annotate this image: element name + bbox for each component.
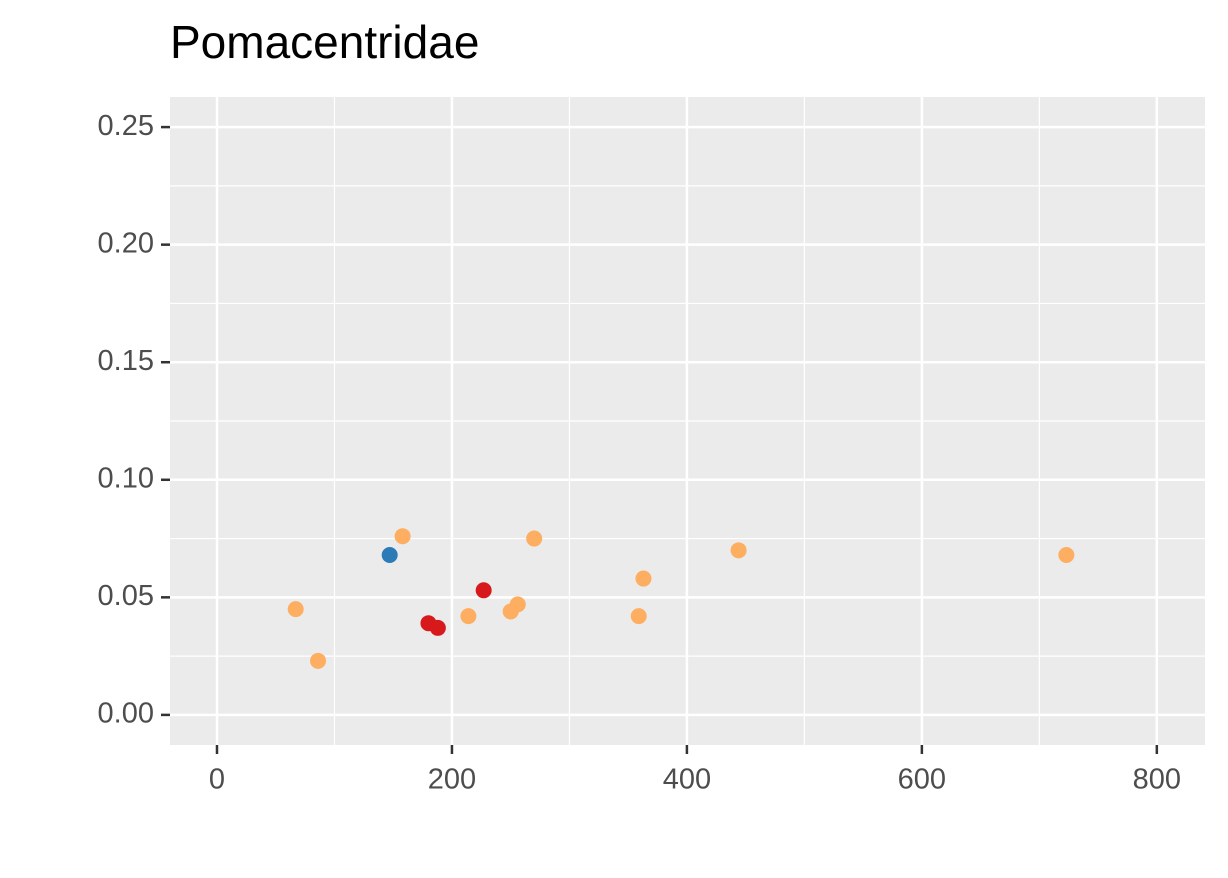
point bbox=[475, 582, 492, 599]
x-tick-label: 0 bbox=[209, 764, 225, 796]
point bbox=[1058, 547, 1075, 564]
y-tick-label: 0.15 bbox=[98, 345, 154, 377]
y-tick-label: 0.00 bbox=[98, 698, 154, 730]
x-tick-label: 600 bbox=[898, 764, 946, 796]
y-tick-label: 0.25 bbox=[98, 110, 154, 142]
point bbox=[630, 608, 647, 625]
point bbox=[460, 608, 477, 625]
point bbox=[287, 601, 304, 618]
x-tick-label: 800 bbox=[1133, 764, 1181, 796]
point bbox=[429, 619, 446, 636]
x-tick-label: 200 bbox=[428, 764, 476, 796]
point bbox=[394, 528, 411, 545]
point bbox=[635, 570, 652, 587]
point bbox=[526, 530, 543, 547]
y-tick-label: 0.05 bbox=[98, 580, 154, 612]
x-tick-label: 400 bbox=[663, 764, 711, 796]
y-tick-label: 0.10 bbox=[98, 462, 154, 494]
point bbox=[509, 596, 526, 613]
point bbox=[310, 652, 327, 669]
chart-title: Pomacentridae bbox=[170, 16, 479, 68]
point bbox=[381, 547, 398, 564]
point bbox=[730, 542, 747, 559]
y-tick-label: 0.20 bbox=[98, 227, 154, 259]
